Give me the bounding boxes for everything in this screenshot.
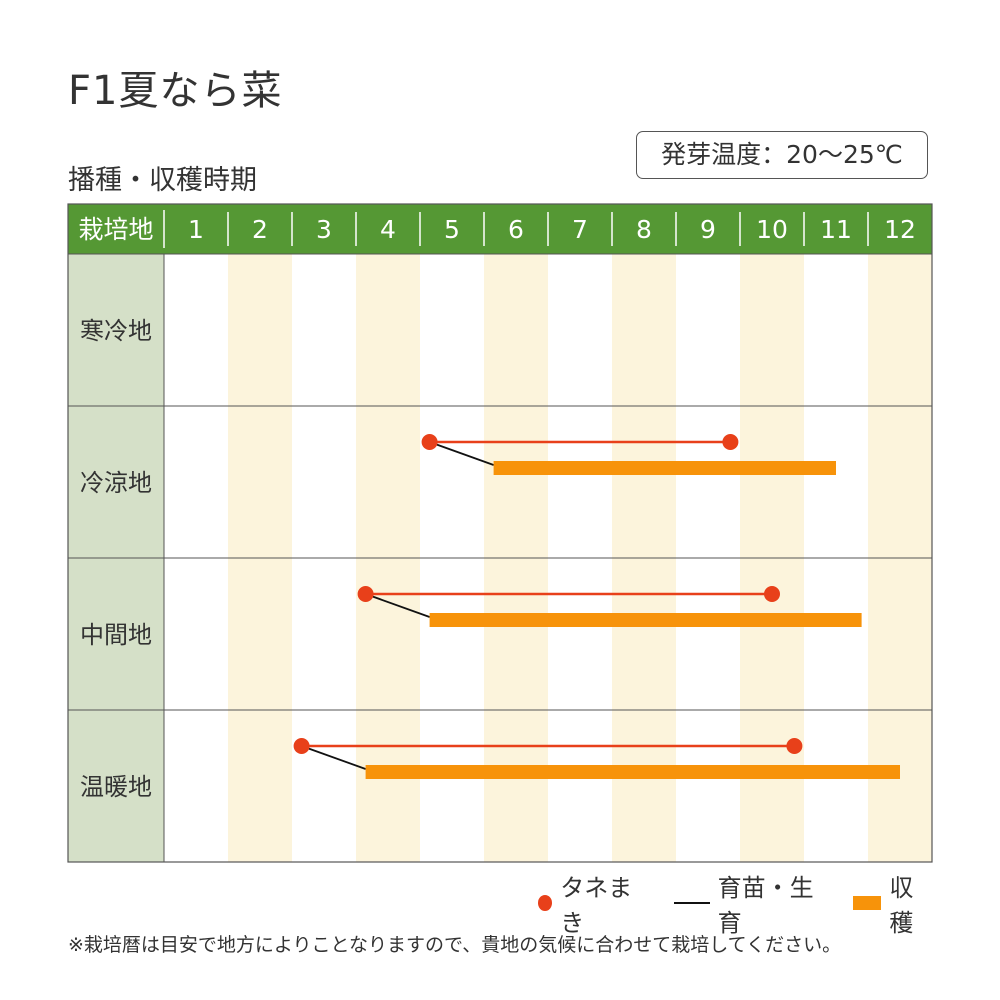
header-row: [68, 204, 932, 254]
sowing-dot-icon: [538, 895, 553, 911]
harvest-bar: [429, 613, 862, 627]
chart-legend: タネまき 育苗・生育 収穫: [510, 868, 932, 938]
month-label: 8: [636, 215, 652, 244]
growing-line: [365, 593, 430, 618]
harvest-bar-icon: [852, 896, 882, 910]
region-label: 寒冷地: [80, 317, 152, 345]
month-label: 9: [700, 215, 716, 244]
legend-item-growing: 育苗・生育: [673, 868, 825, 938]
sowing-end-dot: [764, 586, 780, 602]
month-label: 5: [444, 215, 460, 244]
chart-border: [67, 203, 933, 863]
month-label: 4: [380, 215, 396, 244]
harvest-bar: [365, 765, 901, 779]
footnote: ※栽培暦は目安で地方によりことなりますので、貴地の気候に合わせて栽培してください…: [68, 934, 842, 956]
chart-subtitle: 播種・収穫時期: [68, 165, 257, 196]
page-title: F1夏なら菜: [68, 68, 283, 114]
growing-line: [429, 441, 494, 466]
month-label: 1: [188, 215, 204, 244]
month-label: 7: [572, 215, 588, 244]
legend-item-harvest: 収穫: [852, 868, 932, 938]
sowing-end-dot: [722, 434, 739, 450]
region-label: 中間地: [80, 621, 152, 649]
sowing-start-dot: [357, 586, 374, 602]
sowing-end-dot: [786, 738, 803, 754]
sowing-start-dot: [421, 434, 438, 450]
legend-item-sowing: タネまき: [538, 868, 646, 938]
harvest-bar: [493, 461, 836, 475]
growing-line-icon: [673, 902, 710, 904]
germination-temperature-badge: 発芽温度：20〜25℃: [636, 131, 928, 179]
month-label: 12: [884, 215, 916, 244]
month-label: 11: [820, 215, 852, 244]
legend-label-harvest: 収穫: [889, 874, 914, 937]
sowing-start-dot: [293, 738, 310, 754]
month-label: 6: [508, 215, 524, 244]
month-label: 2: [252, 215, 268, 244]
region-label: 温暖地: [80, 773, 152, 801]
header-label: 栽培地: [78, 215, 153, 244]
month-label: 10: [756, 215, 788, 244]
region-label: 冷涼地: [80, 469, 152, 497]
month-label: 3: [316, 215, 332, 244]
legend-label-sowing: タネまき: [560, 874, 633, 937]
legend-label-growing: 育苗・生育: [717, 874, 814, 937]
growing-line: [301, 745, 366, 770]
